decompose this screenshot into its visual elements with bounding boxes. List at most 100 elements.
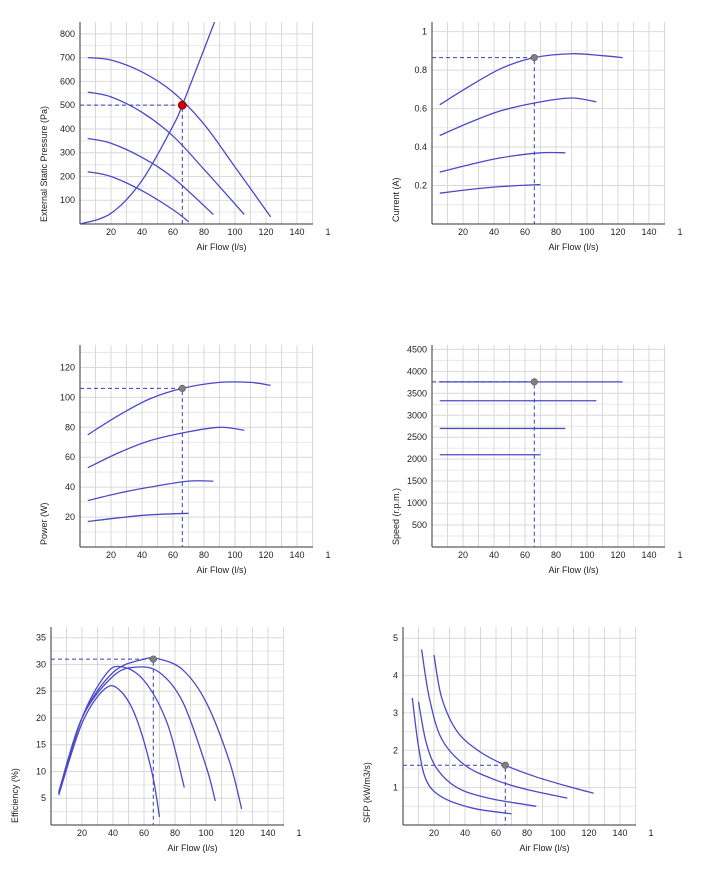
efficiency-x-tick: 120 <box>229 828 244 838</box>
current-y-tick: 0.8 <box>414 65 427 75</box>
pressure-x-tick: 40 <box>137 227 147 237</box>
efficiency-x-tick: 140 <box>260 828 275 838</box>
speed-y-tick: 1000 <box>407 498 427 508</box>
pressure-y-tick: 800 <box>60 29 75 39</box>
power-y-tick: 120 <box>60 362 75 372</box>
speed-duty-point <box>530 378 538 386</box>
current-y-tick: 0.2 <box>414 181 427 191</box>
efficiency-x-tick: 80 <box>170 828 180 838</box>
sfp-x-tick: 140 <box>612 828 627 838</box>
speed-x-tick: 40 <box>489 550 499 560</box>
sfp-x-tick: 1 <box>648 828 653 838</box>
power-y-tick: 100 <box>60 392 75 402</box>
pressure-y-tick: 100 <box>60 195 75 205</box>
sfp-x-tick: 80 <box>522 828 532 838</box>
speed-x-tick: 20 <box>458 550 468 560</box>
sfp-x-label: Air Flow (l/s) <box>520 843 570 853</box>
power-y-tick: 40 <box>65 482 75 492</box>
sfp-duty-guide <box>403 764 506 825</box>
speed-x-tick: 120 <box>610 550 625 560</box>
efficiency-y-tick: 15 <box>36 740 46 750</box>
power-curve-3 <box>87 480 214 502</box>
current-y-tick: 0.6 <box>414 104 427 114</box>
pressure-x-tick: 1 <box>325 227 330 237</box>
current-y-tick: 0.4 <box>414 142 427 152</box>
efficiency-y-tick: 25 <box>36 686 46 696</box>
power-x-tick: 120 <box>258 550 273 560</box>
speed-x-tick: 60 <box>520 550 530 560</box>
efficiency-y-tick: 10 <box>36 766 46 776</box>
sfp-chart: 20 40 60 80 100 120 140 1 1 2 3 4 5 Air Flow (l/s) SFP… <box>362 627 654 853</box>
power-x-tick: 80 <box>199 550 209 560</box>
efficiency-y-tick: 20 <box>36 713 46 723</box>
sfp-curve-2 <box>420 649 568 799</box>
power-y-tick: 20 <box>65 512 75 522</box>
pressure-y-tick: 300 <box>60 148 75 158</box>
sfp-x-tick: 120 <box>581 828 596 838</box>
efficiency-x-tick: 40 <box>108 828 118 838</box>
current-x-tick: 40 <box>489 227 499 237</box>
current-y-label: Current (A) <box>391 177 401 222</box>
current-x-tick: 140 <box>641 227 656 237</box>
sfp-y-tick: 3 <box>393 708 398 718</box>
current-x-tick: 120 <box>610 227 625 237</box>
power-curve-4 <box>87 512 189 523</box>
current-x-label: Air Flow (l/s) <box>549 242 599 252</box>
power-x-tick: 20 <box>106 550 116 560</box>
speed-x-label: Air Flow (l/s) <box>549 565 599 575</box>
current-duty-guide <box>432 57 535 224</box>
speed-y-tick: 500 <box>412 520 427 530</box>
pressure-x-tick: 20 <box>106 227 116 237</box>
current-curve-2 <box>439 97 597 137</box>
power-x-tick: 140 <box>289 550 304 560</box>
current-x-tick: 1 <box>677 227 682 237</box>
speed-y-tick: 3000 <box>407 410 427 420</box>
pressure-y-tick: 400 <box>60 124 75 134</box>
current-curve-1 <box>439 53 623 106</box>
speed-duty-guide <box>432 381 535 547</box>
speed-y-label: Speed (r.p.m.) <box>391 488 401 545</box>
pressure-system-curve <box>80 22 216 224</box>
power-x-tick: 100 <box>227 550 242 560</box>
pressure-x-tick: 140 <box>289 227 304 237</box>
power-y-label: Power (W) <box>39 502 49 545</box>
sfp-duty-point <box>501 761 509 769</box>
speed-x-tick: 1 <box>677 550 682 560</box>
pressure-x-tick: 100 <box>227 227 242 237</box>
pressure-duty-point <box>177 100 187 110</box>
efficiency-curve-4 <box>58 685 161 818</box>
pressure-x-tick: 120 <box>258 227 273 237</box>
power-x-tick: 60 <box>168 550 178 560</box>
speed-x-tick: 80 <box>551 550 561 560</box>
pressure-y-tick: 500 <box>60 100 75 110</box>
power-curve-2 <box>87 426 245 469</box>
pressure-curve-3 <box>87 137 214 215</box>
current-x-tick: 80 <box>551 227 561 237</box>
speed-chart: 20 40 60 80 100 120 140 15001000150020002500300… <box>391 344 683 575</box>
speed-x-tick: 100 <box>579 550 594 560</box>
power-duty-point <box>178 384 186 392</box>
pressure-curve-4 <box>87 171 189 223</box>
current-x-tick: 60 <box>520 227 530 237</box>
speed-grid <box>432 345 665 547</box>
power-x-label: Air Flow (l/s) <box>197 565 247 575</box>
sfp-y-tick: 2 <box>393 745 398 755</box>
pressure-x-label: Air Flow (l/s) <box>197 242 247 252</box>
speed-y-tick: 3500 <box>407 388 427 398</box>
efficiency-x-tick: 20 <box>77 828 87 838</box>
pressure-y-tick: 600 <box>60 76 75 86</box>
current-duty-point <box>530 53 538 62</box>
efficiency-x-tick: 60 <box>139 828 149 838</box>
power-y-tick: 80 <box>65 422 75 432</box>
pressure-curve-1 <box>87 57 272 218</box>
efficiency-duty-guide <box>51 658 154 825</box>
efficiency-y-tick: 35 <box>36 633 46 643</box>
power-x-tick: 1 <box>325 550 330 560</box>
current-curve-3 <box>439 151 566 173</box>
sfp-y-tick: 1 <box>393 783 398 793</box>
sfp-y-tick: 4 <box>393 671 398 681</box>
efficiency-y-tick: 30 <box>36 659 46 669</box>
